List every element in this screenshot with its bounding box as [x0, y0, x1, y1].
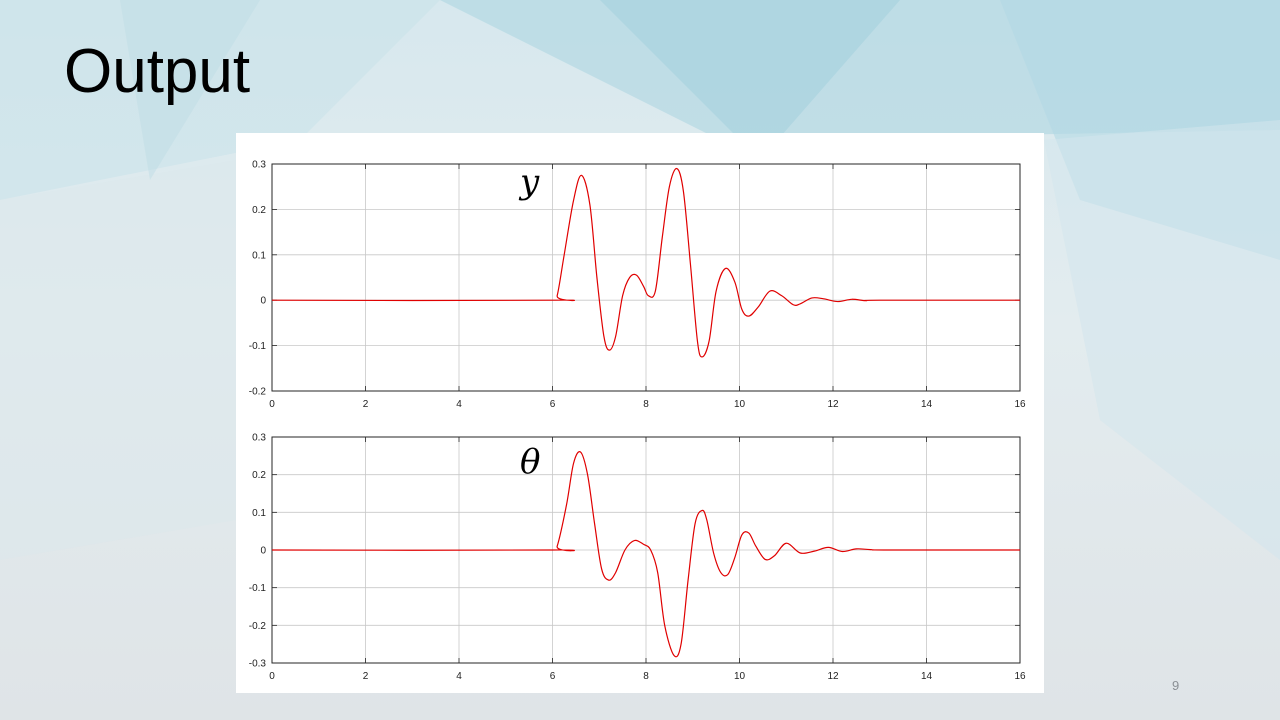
y-tick-label: 0.3	[252, 160, 266, 171]
x-tick-label: 2	[363, 399, 369, 410]
y-tick-label: 0.2	[252, 205, 266, 216]
x-tick-label: 12	[827, 671, 839, 682]
y-tick-label: -0.1	[249, 341, 267, 352]
slide-title: Output	[64, 37, 251, 106]
y-tick-label: -0.2	[249, 387, 267, 398]
x-tick-label: 16	[1014, 671, 1026, 682]
x-tick-label: 14	[921, 671, 933, 682]
x-tick-label: 12	[827, 399, 839, 410]
x-tick-label: 0	[269, 671, 275, 682]
x-tick-label: 14	[921, 399, 933, 410]
y-tick-label: 0.1	[252, 508, 266, 519]
x-tick-label: 2	[363, 671, 369, 682]
y-tick-label: 0.3	[252, 433, 266, 444]
x-tick-label: 0	[269, 399, 275, 410]
y-tick-label: 0.1	[252, 250, 266, 261]
x-tick-label: 4	[456, 399, 462, 410]
output-plots: 0 2 4 6 8 10 12 14 16 0.3 0.2 0.1 0 -0.1 -0.2 y 0 2 4 6 8 10 1…	[249, 160, 1026, 683]
y-tick-label: 0.2	[252, 470, 266, 481]
x-tick-label: 6	[550, 671, 556, 682]
series-line-1-0	[271, 451, 1021, 658]
plot-frame	[271, 163, 1021, 392]
y-tick-label: 0	[260, 296, 266, 307]
y-tick-label: 0	[260, 546, 266, 557]
x-tick-label: 8	[643, 399, 649, 410]
x-tick-label: 4	[456, 671, 462, 682]
x-tick-label: 8	[643, 671, 649, 682]
page-number: 9	[1172, 678, 1180, 693]
x-tick-label: 10	[734, 399, 746, 410]
variable-annotation: y	[518, 162, 540, 202]
variable-annotation: θ	[520, 442, 540, 482]
figure-panel: 0 2 4 6 8 10 12 14 16 0.3 0.2 0.1 0 -0.1 -0.2 y 0 2 4 6 8 10 1…	[236, 133, 1044, 693]
x-tick-label: 16	[1014, 399, 1026, 410]
y-tick-label: -0.3	[249, 659, 267, 670]
x-tick-label: 6	[550, 399, 556, 410]
x-tick-label: 10	[734, 671, 746, 682]
y-tick-label: -0.2	[249, 621, 267, 632]
y-tick-label: -0.1	[249, 583, 267, 594]
series-line-0-0	[271, 167, 1021, 358]
